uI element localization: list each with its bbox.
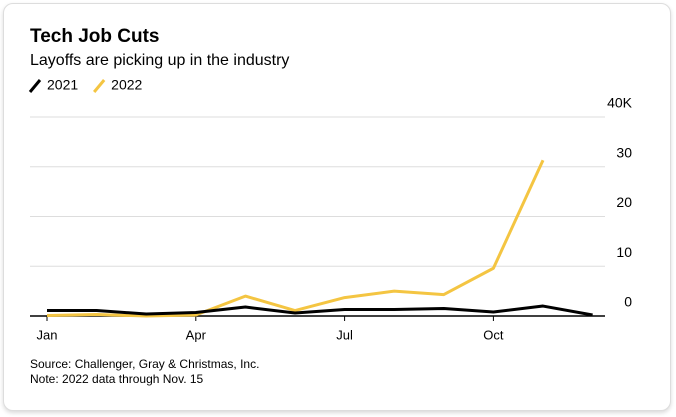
legend-label: 2021 [47, 77, 78, 93]
chart-subtitle: Layoffs are picking up in the industry [30, 52, 289, 69]
line-series [46, 159, 545, 318]
x-tick-label: Oct [483, 327, 504, 342]
legend-swatch [93, 79, 106, 93]
legend-label: 2022 [111, 77, 142, 93]
source: Source: Challenger, Gray & Christmas, In… [30, 357, 259, 371]
legend-swatch [28, 79, 42, 93]
y-tick-label: 20 [616, 194, 632, 210]
y-tick-label: 0 [624, 294, 632, 310]
note: Note: 2022 data through Nov. 15 [30, 372, 204, 386]
y-tick-label: 30 [616, 144, 632, 160]
line-series [47, 304, 593, 317]
x-tick-label: Apr [186, 327, 207, 342]
card [3, 3, 671, 411]
chart-title: Tech Job Cuts [30, 26, 160, 47]
x-tick-label: Jul [336, 327, 353, 342]
y-tick-label: 10 [616, 244, 632, 260]
y-tick-label: 40K [607, 95, 633, 111]
x-tick-label: Jan [37, 327, 58, 342]
